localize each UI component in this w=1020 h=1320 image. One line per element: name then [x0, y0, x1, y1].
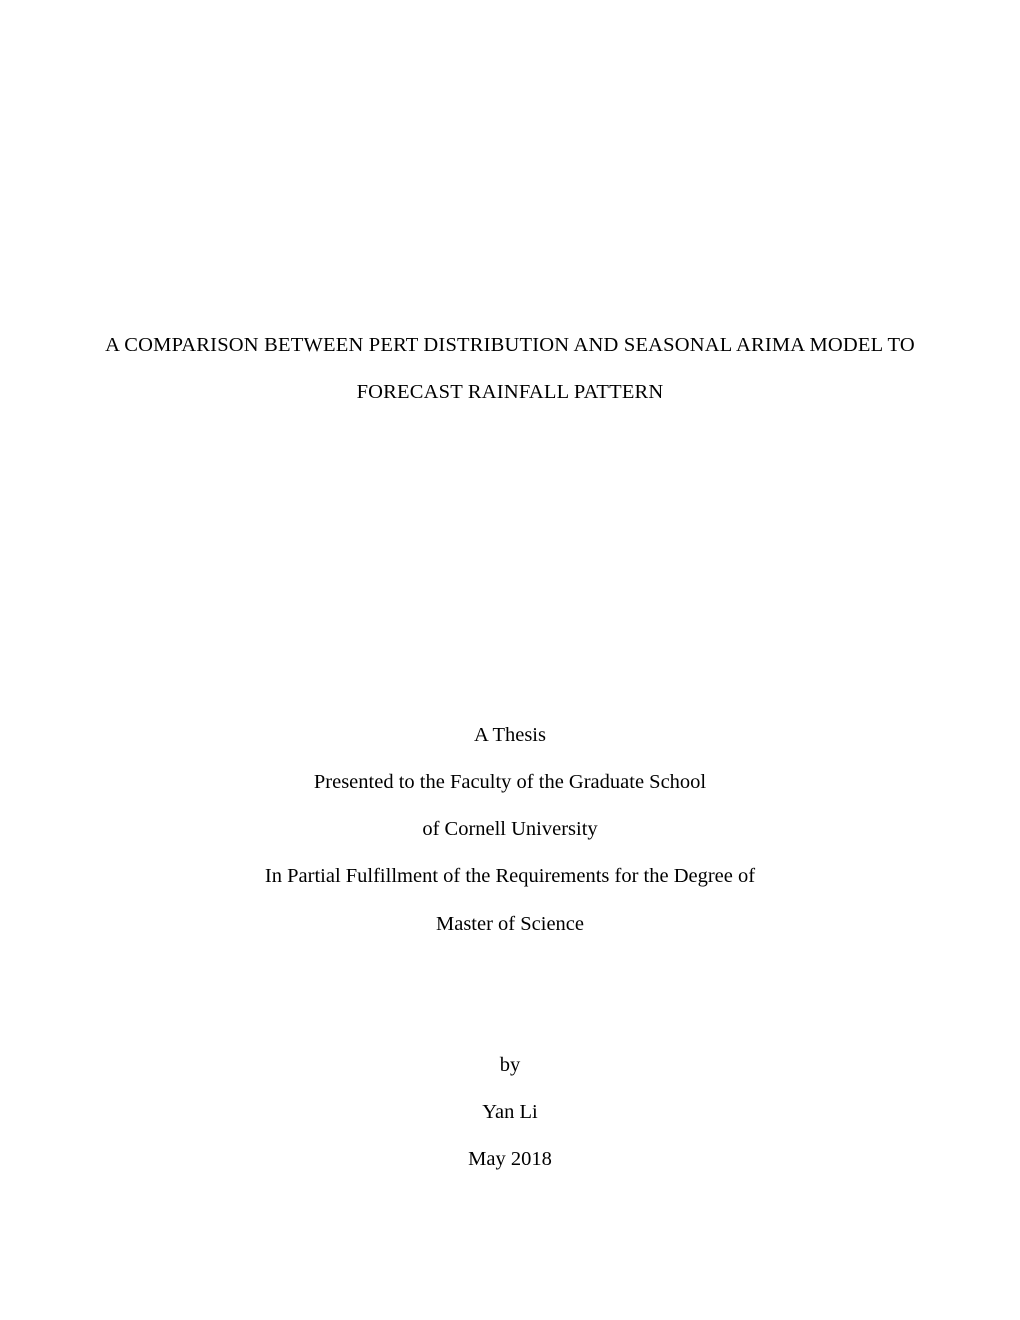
- thesis-line-1: A Thesis: [120, 712, 900, 759]
- thesis-description-block: A Thesis Presented to the Faculty of the…: [0, 712, 1020, 948]
- thesis-line-3: of Cornell University: [120, 806, 900, 853]
- title-block: A COMPARISON BETWEEN PERT DISTRIBUTION A…: [0, 322, 1020, 416]
- title-line-1: A COMPARISON BETWEEN PERT DISTRIBUTION A…: [100, 322, 920, 369]
- author-block: by Yan Li May 2018: [0, 1042, 1020, 1183]
- author-name: Yan Li: [120, 1089, 900, 1136]
- thesis-line-2: Presented to the Faculty of the Graduate…: [120, 759, 900, 806]
- author-by: by: [120, 1042, 900, 1089]
- title-line-2: FORECAST RAINFALL PATTERN: [100, 369, 920, 416]
- author-date: May 2018: [120, 1136, 900, 1183]
- thesis-line-4: In Partial Fulfillment of the Requiremen…: [120, 853, 900, 900]
- thesis-line-5: Master of Science: [120, 901, 900, 948]
- thesis-title-page: A COMPARISON BETWEEN PERT DISTRIBUTION A…: [0, 0, 1020, 1320]
